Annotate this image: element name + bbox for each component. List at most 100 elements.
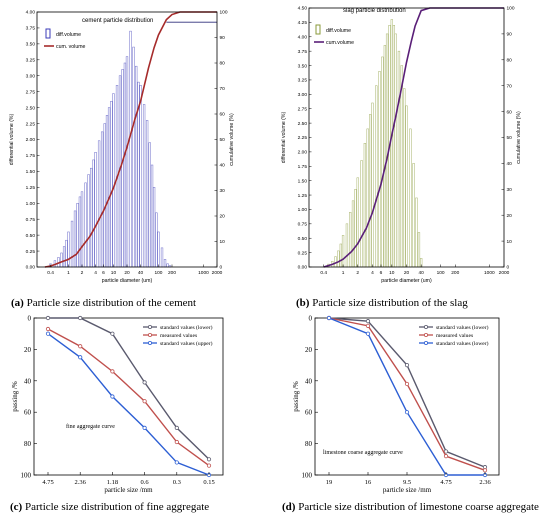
y2-axis-label: cumulative volume (%): [516, 111, 522, 164]
caption-d: (d) Particle size distribution of limest…: [282, 501, 539, 513]
x-tick-label: 6: [102, 270, 105, 276]
bar: [67, 231, 70, 268]
cumulative-line: [323, 7, 504, 268]
y2-tick-label: 60: [507, 109, 513, 115]
y-tick-label: 3.75: [298, 49, 308, 55]
y-tick-label: 3.25: [26, 58, 36, 64]
chart-title: slag particle distribution: [343, 8, 406, 14]
data-point: [482, 468, 488, 473]
series-line: [47, 333, 210, 476]
series-2: [326, 315, 488, 478]
x-tick-label: 2000: [499, 270, 510, 276]
caption-text: Particle size distribution of the slag: [309, 297, 468, 309]
bar: [371, 102, 374, 268]
y-tick-label: 2.75: [26, 89, 36, 95]
x-tick-label: 2.36: [75, 479, 87, 486]
x-tick-label: 0.4: [47, 270, 54, 276]
bar: [100, 131, 104, 268]
annotation: limestone coarse aggregate curve: [323, 450, 403, 456]
data-point: [326, 315, 332, 321]
bar: [139, 85, 142, 268]
bar: [337, 250, 340, 268]
bar: [166, 263, 169, 268]
data-point: [206, 463, 212, 468]
y-tick-label: 3.50: [298, 63, 308, 69]
x-axis-label: particle diameter (um): [381, 278, 432, 284]
y2-tick-label: 80: [220, 61, 226, 67]
data-point: [443, 454, 449, 459]
data-point: [174, 425, 179, 430]
bar: [148, 142, 151, 268]
bar: [73, 210, 77, 268]
x-axis-label: particle size /mm: [383, 486, 432, 494]
y-tick-label: 0.75: [26, 217, 36, 223]
y-tick-label: 100: [21, 472, 32, 480]
x-tick-label: 9.5: [403, 479, 411, 486]
x-tick-label: 1000: [484, 270, 495, 276]
bar: [123, 62, 127, 268]
y2-tick-label: 60: [220, 112, 226, 118]
bar: [417, 232, 421, 268]
bar: [385, 33, 389, 268]
series-line: [48, 317, 210, 460]
series-2: [45, 331, 212, 478]
data-point: [404, 381, 410, 387]
y2-tick-label: 70: [507, 83, 513, 89]
data-point: [365, 323, 371, 328]
x-tick-label: 10: [389, 270, 395, 276]
data-point: [365, 319, 371, 324]
bar: [103, 123, 106, 268]
bar: [163, 259, 167, 268]
bar: [157, 231, 160, 268]
caption-a: (a) Particle size distribution of the ce…: [11, 297, 196, 309]
y2-tick-label: 10: [507, 239, 513, 245]
caption-b: (b) Particle size distribution of the sl…: [296, 297, 468, 309]
x-tick-label: 4.75: [440, 479, 451, 486]
y-tick-label: 0.00: [298, 265, 308, 271]
y-tick-label: 2.25: [26, 121, 36, 127]
x-tick-label: 20: [124, 270, 130, 276]
y-tick-label: 0: [309, 315, 313, 323]
y2-tick-label: 20: [507, 213, 513, 219]
y-tick-label: 1.25: [298, 193, 308, 199]
x-tick-label: 19: [326, 479, 333, 486]
legend-label: standard values (lower): [160, 324, 213, 331]
bar: [125, 56, 129, 268]
caption-letter: (d): [282, 501, 296, 513]
y2-tick-label: 70: [220, 86, 226, 92]
bar: [94, 152, 97, 268]
series-1: [45, 326, 212, 468]
x-tick-label: 2000: [212, 270, 223, 276]
x-tick-label: 20: [404, 270, 410, 276]
data-point: [404, 410, 410, 415]
bar: [369, 114, 372, 268]
bar: [378, 71, 381, 268]
y-tick-label: 4.25: [298, 20, 308, 26]
x-tick-label: 4: [94, 270, 97, 276]
x-tick-label: 200: [168, 270, 176, 276]
bar: [356, 177, 359, 268]
bar: [394, 33, 397, 268]
bar: [366, 128, 369, 268]
data-point: [174, 439, 179, 445]
bar: [349, 212, 352, 268]
x-axis-label: particle diameter (um): [102, 278, 153, 284]
y2-tick-label: 90: [507, 32, 513, 38]
x-tick-label: 1: [342, 270, 345, 276]
x-tick-label: 0.15: [203, 479, 214, 486]
x-tick-label: 0.6: [141, 479, 150, 486]
y-tick-label: 40: [305, 377, 313, 385]
y-tick-label: 4.50: [298, 6, 308, 12]
bar: [360, 160, 363, 268]
bar: [390, 19, 393, 268]
caption-letter: (c): [10, 501, 23, 513]
y2-tick-label: 50: [507, 135, 513, 141]
data-point: [45, 315, 51, 321]
bar: [381, 56, 384, 268]
x-tick-label: 2: [81, 270, 84, 276]
bar: [375, 85, 378, 268]
x-tick-label: 6: [380, 270, 383, 276]
y2-tick-label: 80: [507, 58, 513, 64]
y-tick-label: 0.00: [26, 265, 36, 271]
